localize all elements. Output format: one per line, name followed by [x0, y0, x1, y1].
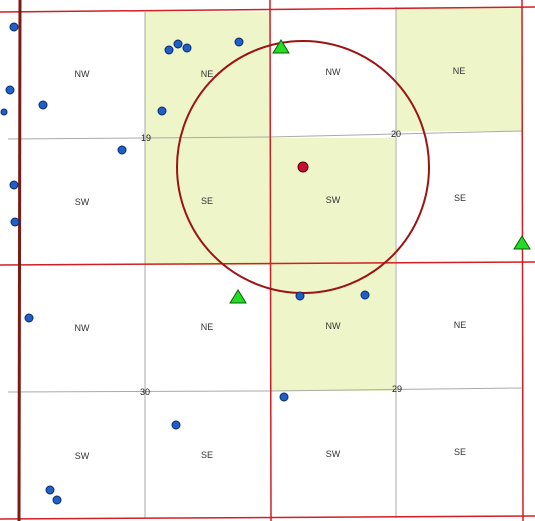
highlight-19-ne[interactable]	[145, 12, 270, 138]
blue-circle-icon[interactable]	[182, 43, 192, 53]
highlight-20-sw[interactable]	[270, 138, 395, 265]
blue-points	[0, 22, 370, 505]
quarter-label: SW	[75, 451, 90, 461]
blue-circle-icon[interactable]	[157, 106, 167, 116]
green-points	[229, 39, 531, 304]
green-triangle-icon[interactable]	[272, 39, 290, 54]
green-triangle-icon[interactable]	[229, 289, 247, 304]
section-line	[269, 0, 272, 521]
blue-circle-icon[interactable]	[0, 108, 8, 116]
section-number: 20	[391, 129, 401, 139]
quarter-lines	[7, 7, 523, 519]
west-boundary-line	[17, 0, 22, 521]
quarter-line	[7, 136, 271, 140]
section-line	[0, 515, 535, 520]
blue-circle-icon[interactable]	[117, 145, 127, 155]
quarter-label: NE	[201, 322, 214, 332]
section-number: 30	[140, 387, 150, 397]
blue-circle-icon[interactable]	[279, 392, 289, 402]
section-line	[521, 0, 524, 521]
quarter-line	[269, 387, 523, 392]
blue-circle-icon[interactable]	[5, 85, 15, 95]
blue-circle-icon[interactable]	[9, 180, 19, 190]
quarter-label: NE	[201, 69, 214, 79]
quarter-label: NW	[326, 321, 341, 331]
blue-circle-icon[interactable]	[9, 22, 19, 32]
blue-circle-icon[interactable]	[173, 39, 183, 49]
highlight-20-ne[interactable]	[396, 7, 522, 131]
red-dot-icon[interactable]	[297, 161, 309, 173]
blue-circle-icon[interactable]	[171, 420, 181, 430]
quarter-label: NW	[75, 323, 90, 333]
quarter-label: SE	[454, 193, 466, 203]
blue-circle-icon[interactable]	[360, 290, 370, 300]
quarter-label: NW	[75, 69, 90, 79]
blue-circle-icon[interactable]	[24, 313, 34, 323]
highlight-19-se[interactable]	[145, 138, 270, 265]
section-numbers: 19 20 30 29	[140, 129, 402, 397]
quarter-line	[269, 130, 523, 138]
quarter-label: SE	[454, 447, 466, 457]
quarter-label: SE	[201, 196, 213, 206]
blue-circle-icon[interactable]	[38, 100, 48, 110]
quarter-line	[7, 390, 271, 393]
blue-circle-icon[interactable]	[45, 485, 55, 495]
blue-circle-icon[interactable]	[234, 37, 244, 47]
quarter-label: SW	[326, 449, 341, 459]
quarter-label: NW	[326, 67, 341, 77]
highlight-29-nw[interactable]	[271, 265, 395, 391]
green-triangle-icon[interactable]	[513, 235, 531, 250]
blue-circle-icon[interactable]	[164, 45, 174, 55]
quarter-label: SW	[75, 197, 90, 207]
blue-circle-icon[interactable]	[52, 495, 62, 505]
section-number: 19	[141, 133, 151, 143]
highlighted-quarters	[145, 7, 522, 391]
quarter-label: SW	[326, 195, 341, 205]
quarter-label: NE	[453, 66, 466, 76]
section-line	[0, 6, 535, 13]
quarter-label: SE	[201, 450, 213, 460]
quarter-label: NE	[454, 320, 467, 330]
quarter-labels: NW NE NW NE SW SE SW SE NW NE NW NE SW S…	[75, 66, 467, 461]
section-line	[0, 261, 535, 266]
blue-circle-icon[interactable]	[295, 291, 305, 301]
section-number: 29	[392, 384, 402, 394]
blue-circle-icon[interactable]	[10, 217, 20, 227]
